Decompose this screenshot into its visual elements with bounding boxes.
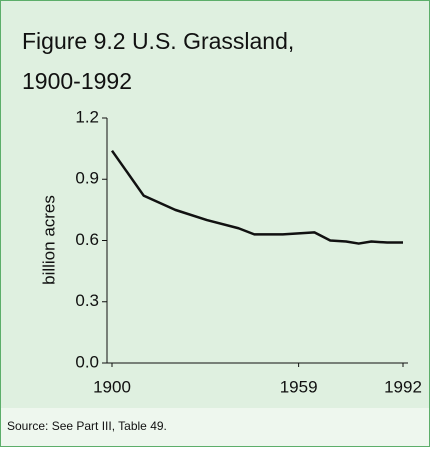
source-band [1, 408, 429, 446]
y-tick-label: 1.2 [75, 107, 99, 126]
x-tick-label: 1959 [280, 377, 318, 396]
y-axis-label: billion acres [39, 195, 58, 285]
data-line [110, 149, 403, 245]
y-tick-label: 0.3 [75, 291, 99, 310]
source-note: Source: See Part III, Table 49. [7, 419, 167, 433]
y-tick-label: 0.6 [75, 230, 99, 249]
y-tick-label: 0.0 [75, 352, 99, 371]
x-tick-label: 1992 [384, 377, 422, 396]
x-tick-label: 1900 [93, 377, 131, 396]
y-tick-label: 0.9 [75, 169, 99, 188]
chart-title: 1900-1992 [22, 68, 132, 94]
chart-title: Figure 9.2 U.S. Grassland, [22, 28, 294, 54]
